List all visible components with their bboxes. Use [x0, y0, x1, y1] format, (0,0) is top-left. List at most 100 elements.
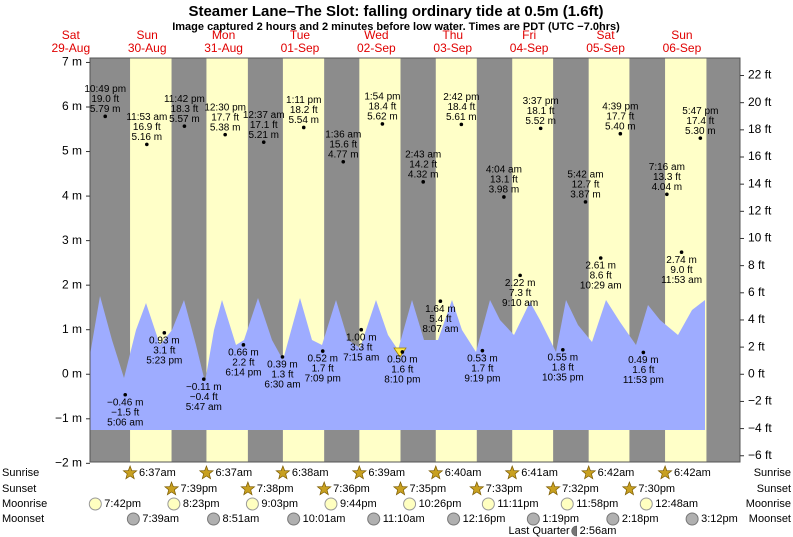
tide-height: 0.53 m — [467, 353, 498, 364]
tide-point — [698, 136, 703, 140]
row-label: Sunrise — [2, 467, 39, 479]
tide-time: 8:10 pm — [384, 375, 420, 386]
tide-height: 0.52 m — [307, 354, 338, 365]
tide-time: 1:11 pm — [286, 95, 321, 106]
tide-time: 7:15 am — [343, 352, 379, 363]
sun-icon — [621, 481, 638, 496]
moonrise-time: 9:44pm — [340, 498, 377, 510]
y2-tick-label: 8 ft — [748, 258, 765, 272]
tide-feet: 3.3 ft — [350, 342, 372, 353]
day-date: 06-Sep — [663, 41, 702, 55]
tide-feet: 9.0 ft — [670, 265, 692, 276]
tide-height: 5.79 m — [90, 104, 121, 115]
moonrise-icon — [88, 497, 102, 511]
sun-icon — [392, 481, 409, 496]
tide-point — [583, 200, 588, 204]
day-name: Thu — [442, 28, 463, 42]
tide-height: −0.11 m — [186, 382, 222, 393]
tide-point — [679, 250, 684, 255]
tide-height: 0.93 m — [149, 335, 180, 346]
y-tick-label: −1 m — [55, 411, 82, 425]
tide-point — [561, 347, 565, 352]
tide-time: 5:06 am — [107, 417, 143, 428]
y-tick-label: 7 m — [62, 55, 82, 69]
moon-phase-icon — [571, 525, 577, 537]
tide-feet: 1.3 ft — [271, 370, 293, 381]
tide-time: 10:35 pm — [542, 372, 584, 383]
y-tick-label: 0 m — [62, 366, 82, 380]
moonrise-icon — [324, 497, 338, 511]
sun-icon — [275, 465, 291, 480]
tide-point — [400, 350, 405, 354]
day-date: 30-Aug — [128, 41, 167, 55]
tide-time: 2:42 pm — [443, 92, 479, 103]
y-tick-label: 2 m — [62, 277, 82, 291]
moonset-icon — [126, 512, 140, 526]
tide-time: 8:07 am — [422, 324, 458, 335]
sunset-time: 7:33pm — [486, 483, 523, 495]
row-label: Sunset — [2, 483, 36, 495]
tide-height: 5.21 m — [248, 130, 279, 141]
y-tick-label: 5 m — [62, 144, 82, 158]
y-tick-label: 6 m — [62, 99, 82, 113]
tide-feet: 18.1 ft — [527, 106, 555, 117]
tide-time: 7:16 am — [649, 162, 685, 173]
day-name: Wed — [364, 28, 388, 42]
tide-time: 5:42 am — [567, 170, 603, 181]
moonset-time: 8:51am — [223, 513, 260, 525]
day-date: 03-Sep — [433, 41, 472, 55]
day-name: Sun — [137, 28, 158, 42]
day-date: 02-Sep — [357, 41, 396, 55]
tide-height: 0.66 m — [228, 347, 259, 358]
tide-feet: 14.2 ft — [409, 159, 437, 170]
tide-height: 4.32 m — [408, 169, 439, 180]
tide-feet: 18.2 ft — [290, 105, 318, 116]
row-label: Moonrise — [2, 498, 47, 510]
moonrise-time: 10:26pm — [419, 498, 462, 510]
tide-point — [438, 299, 443, 304]
tide-feet: 1.6 ft — [391, 365, 413, 376]
tide-time: 2:43 am — [405, 149, 441, 160]
row-label: Moonset — [749, 513, 791, 525]
tide-feet: −0.4 ft — [190, 392, 218, 403]
tide-feet: 17.7 ft — [606, 111, 634, 122]
tide-height: 0.49 m — [628, 355, 659, 366]
tide-time: 4:04 am — [486, 165, 522, 176]
tide-time: 7:09 pm — [305, 374, 341, 385]
tide-feet: 3.1 ft — [153, 345, 175, 356]
tide-point — [320, 349, 325, 353]
tide-point — [502, 195, 506, 199]
tide-point — [223, 132, 227, 137]
tide-feet: 19.0 ft — [91, 94, 119, 105]
tide-height: 3.98 m — [489, 185, 520, 196]
sunrise-time: 6:38am — [292, 467, 329, 479]
tide-feet: 5.4 ft — [429, 314, 451, 325]
day-date: 04-Sep — [510, 41, 549, 55]
day-name: Sun — [671, 28, 692, 42]
tide-time: 11:53 am — [126, 112, 167, 123]
tide-time: 6:30 am — [264, 380, 300, 391]
tide-feet: 13.3 ft — [653, 172, 681, 183]
tide-height: 2.74 m — [666, 255, 697, 266]
sun-icon — [657, 465, 673, 480]
tide-time: 4:39 pm — [602, 101, 638, 112]
sunrise-time: 6:39am — [368, 467, 405, 479]
day-date: 31-Aug — [204, 41, 243, 55]
tide-point — [480, 348, 485, 353]
sun-icon — [428, 465, 444, 480]
tide-point — [359, 327, 364, 332]
sunset-time: 7:32pm — [562, 483, 599, 495]
sunrise-time: 6:37am — [139, 467, 176, 479]
tide-point — [123, 392, 128, 397]
tide-feet: 17.7 ft — [211, 112, 239, 123]
moonrise-icon — [167, 497, 181, 511]
sun-icon — [316, 481, 332, 496]
tide-point — [598, 256, 603, 260]
tide-time: 9:10 am — [502, 298, 538, 309]
plot-frame — [89, 57, 741, 463]
y2-tick-label: −6 ft — [748, 448, 772, 462]
moonset-icon — [447, 512, 461, 526]
y2-tick-label: 16 ft — [748, 149, 772, 163]
tide-feet: 15.6 ft — [329, 139, 357, 150]
tide-point — [261, 140, 266, 144]
